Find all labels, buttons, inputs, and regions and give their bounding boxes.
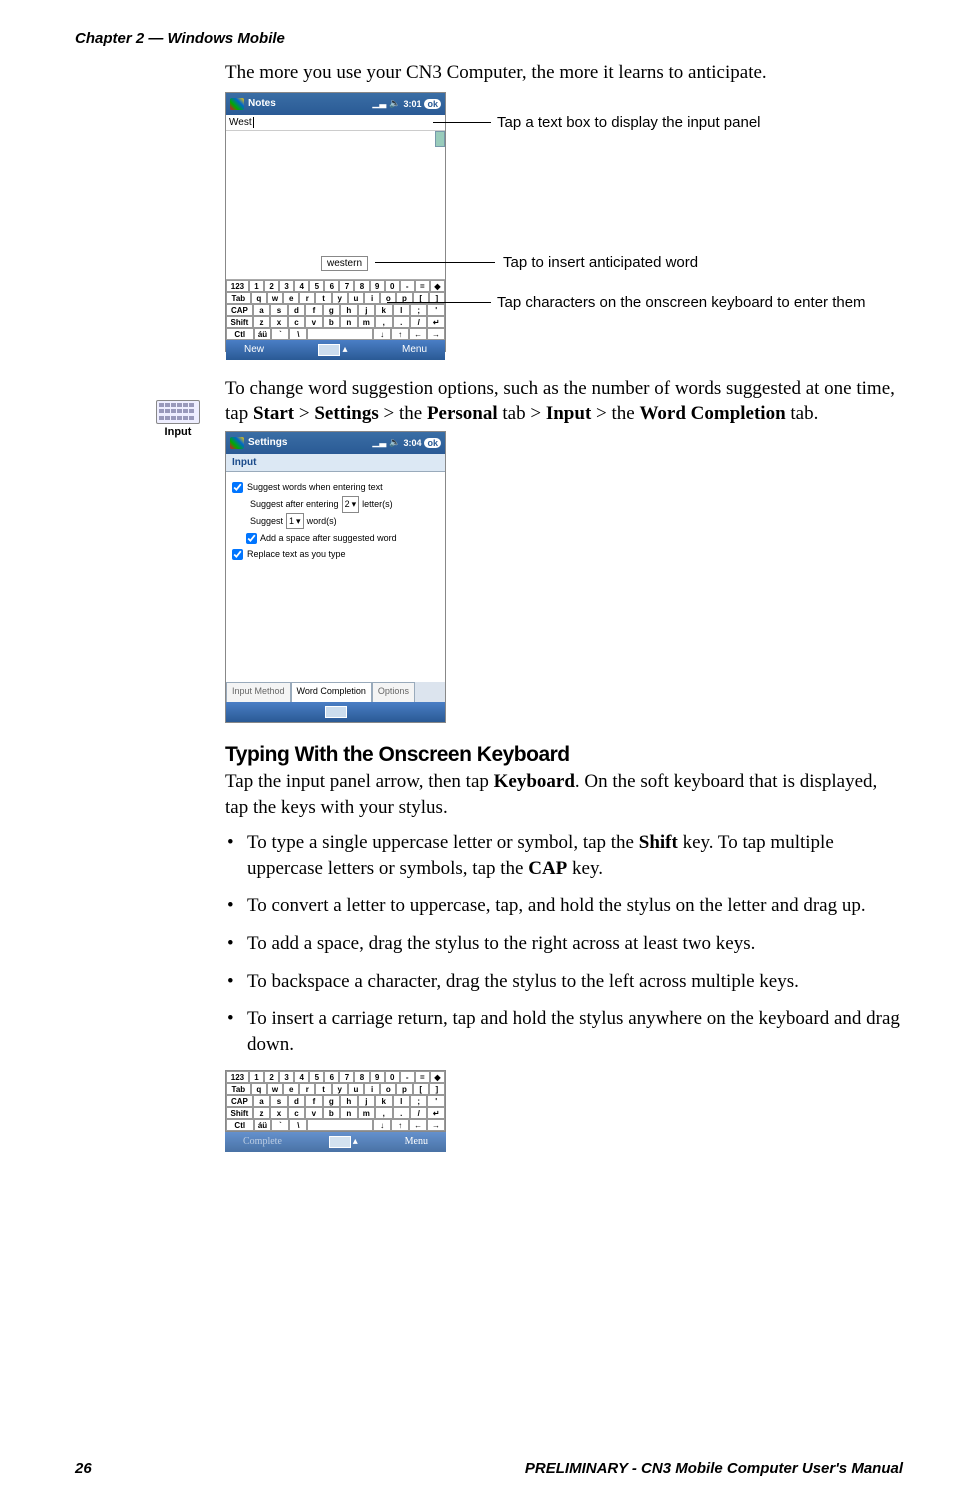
onscreen-keyboard-2[interactable]: 1231234567890-=◆ Tabqwertyuiop[] CAPasdf… <box>225 1070 446 1132</box>
scrollbar[interactable] <box>435 131 445 147</box>
callout-line-1 <box>433 122 491 123</box>
cursor-icon <box>253 117 254 128</box>
bottombar <box>226 702 445 722</box>
signal-icon: ▁▃ <box>372 98 386 109</box>
words-select[interactable]: 1 ▾ <box>286 513 304 529</box>
tab-options[interactable]: Options <box>372 682 415 702</box>
bullet-list: To type a single uppercase letter or sym… <box>225 830 903 1057</box>
clock: 3:04 <box>403 438 421 448</box>
kbd-row-3: CAPasdfghjkl;' <box>226 304 445 316</box>
titlebar: Notes ▁▃ 🔈 3:01 ok <box>226 93 445 115</box>
callout-1: Tap a text box to display the input pane… <box>497 114 761 131</box>
footer-title: PRELIMINARY - CN3 Mobile Computer User's… <box>525 1460 903 1477</box>
start-flag-icon <box>230 437 244 449</box>
cb-replace-text[interactable]: Replace text as you type <box>232 547 439 561</box>
letters-select[interactable]: 2 ▾ <box>342 496 360 512</box>
softkey-right[interactable]: Menu <box>402 344 427 355</box>
sip-icon[interactable]: ▴ <box>329 1136 358 1148</box>
onscreen-keyboard[interactable]: 1231234567890-=◆ Tabqwertyuiop[] CAPasdf… <box>226 279 445 340</box>
section-heading: Typing With the Onscreen Keyboard <box>225 743 903 767</box>
notes-screenshot: Notes ▁▃ 🔈 3:01 ok West western 12312345… <box>225 92 446 352</box>
keyboard-icon <box>156 400 200 424</box>
paragraph-2: To change word suggestion options, such … <box>225 376 903 427</box>
settings-screenshot: Settings ▁▃ 🔈 3:04 ok Input Suggest word… <box>225 431 446 723</box>
kbd-row-5: Ctláü`\↓↑←→ <box>226 328 445 340</box>
softkey-bar-2: Complete ▴ Menu <box>225 1132 446 1152</box>
page-footer: 26 PRELIMINARY - CN3 Mobile Computer Use… <box>75 1460 903 1477</box>
speaker-icon: 🔈 <box>389 437 400 448</box>
callout-2: Tap to insert anticipated word <box>503 254 698 271</box>
figure-1: Notes ▁▃ 🔈 3:01 ok West western 12312345… <box>225 92 905 362</box>
softkey-left[interactable]: New <box>244 344 264 355</box>
cb-add-space[interactable]: Add a space after suggested word <box>246 531 439 545</box>
kbd-row-1: 1231234567890-=◆ <box>226 280 445 292</box>
app-title: Settings <box>248 437 287 448</box>
list-item: To convert a letter to uppercase, tap, a… <box>225 893 903 919</box>
checkbox-icon[interactable] <box>232 482 243 493</box>
typed-text: West <box>229 117 252 128</box>
ok-button[interactable]: ok <box>424 99 441 109</box>
softkey-left[interactable]: Complete <box>243 1136 282 1147</box>
callout-line-2 <box>375 262 495 263</box>
list-item: To type a single uppercase letter or sym… <box>225 830 903 881</box>
sip-icon[interactable]: ▴ <box>318 344 347 356</box>
ok-button[interactable]: ok <box>424 438 441 448</box>
list-item: To insert a carriage return, tap and hol… <box>225 1006 903 1057</box>
list-item: To backspace a character, drag the stylu… <box>225 969 903 995</box>
callout-3: Tap characters on the onscreen keyboard … <box>497 294 866 311</box>
settings-subtitle: Input <box>226 454 445 472</box>
word-suggestion[interactable]: western <box>321 256 368 271</box>
suggest-count-row: Suggest 1 ▾ word(s) <box>250 513 439 529</box>
sip-icon[interactable] <box>325 706 347 718</box>
start-flag-icon <box>230 98 244 110</box>
titlebar-2: Settings ▁▃ 🔈 3:04 ok <box>226 432 445 454</box>
softkey-bar: New ▴ Menu <box>226 340 445 360</box>
tab-input-method[interactable]: Input Method <box>226 682 291 702</box>
callout-line-3 <box>387 302 491 303</box>
app-title: Notes <box>248 98 276 109</box>
paragraph-3: Tap the input panel arrow, then tap Keyb… <box>225 769 903 820</box>
kbd-row-4: Shiftzxcvbnm,./↵ <box>226 316 445 328</box>
tab-strip: Input Method Word Completion Options <box>226 682 445 702</box>
softkey-right[interactable]: Menu <box>405 1136 428 1147</box>
page-number: 26 <box>75 1460 92 1477</box>
input-icon-block: Input <box>150 400 206 438</box>
chapter-header: Chapter 2 — Windows Mobile <box>75 30 285 47</box>
figure-3: 1231234567890-=◆ Tabqwertyuiop[] CAPasdf… <box>225 1070 446 1152</box>
list-item: To add a space, drag the stylus to the r… <box>225 931 903 957</box>
checkbox-icon[interactable] <box>232 549 243 560</box>
text-input[interactable]: West <box>226 115 445 131</box>
paragraph-1: The more you use your CN3 Computer, the … <box>225 60 903 86</box>
speaker-icon: 🔈 <box>389 98 400 109</box>
content: The more you use your CN3 Computer, the … <box>225 60 903 1152</box>
clock: 3:01 <box>403 99 421 109</box>
settings-body: Suggest words when entering text Suggest… <box>226 472 445 570</box>
tab-word-completion[interactable]: Word Completion <box>291 682 372 702</box>
checkbox-icon[interactable] <box>246 533 257 544</box>
signal-icon: ▁▃ <box>372 437 386 448</box>
cb-suggest-words[interactable]: Suggest words when entering text <box>232 480 439 494</box>
icon-label: Input <box>150 426 206 438</box>
suggest-after-row: Suggest after entering 2 ▾ letter(s) <box>250 496 439 512</box>
